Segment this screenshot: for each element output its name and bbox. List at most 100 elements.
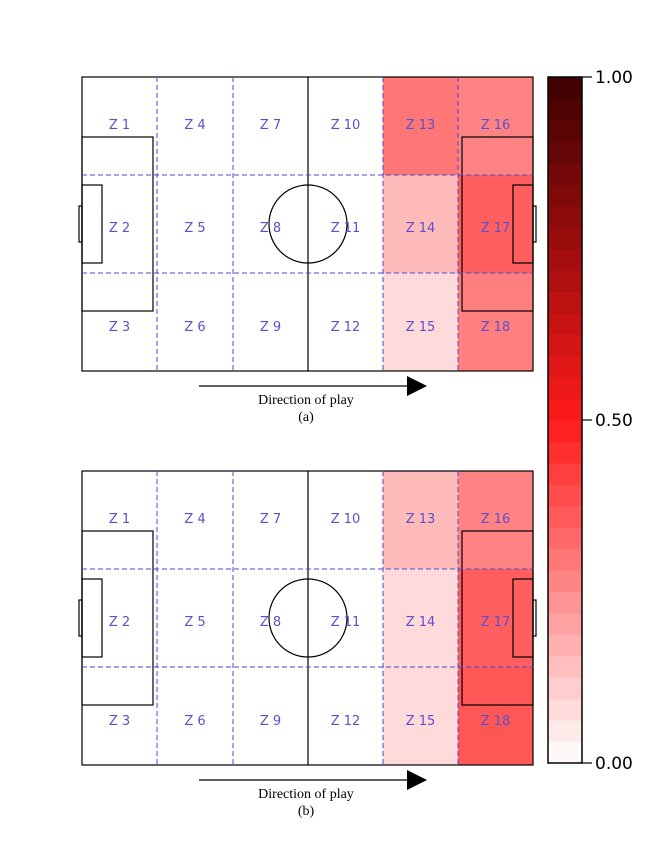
zone-cell-9 (233, 667, 308, 765)
colorbar-band (548, 505, 582, 528)
zone-label-7: Z 7 (260, 118, 281, 133)
colorbar-band (548, 162, 582, 185)
colorbar-band (548, 462, 582, 485)
zone-label-9: Z 9 (260, 320, 281, 335)
colorbar-band (548, 570, 582, 593)
zone-cell-1 (82, 471, 157, 569)
colorbar-band (548, 698, 582, 721)
colorbar-band (548, 312, 582, 335)
zone-label-10: Z 10 (331, 512, 361, 527)
colorbar-band (548, 634, 582, 657)
zone-cell-12 (308, 273, 383, 371)
panel-caption: (a) (298, 410, 314, 425)
zone-cell-17 (458, 569, 533, 667)
colorbar-band (548, 612, 582, 635)
zone-label-8: Z 8 (260, 615, 281, 630)
zone-cell-3 (82, 273, 157, 371)
right-goal (532, 599, 537, 637)
colorbar-band (548, 484, 582, 507)
colorbar-band (548, 591, 582, 614)
zone-label-1: Z 1 (109, 512, 130, 527)
zone-label-16: Z 16 (481, 512, 511, 527)
zone-label-12: Z 12 (331, 714, 361, 729)
zone-label-4: Z 4 (184, 512, 205, 527)
zone-cell-4 (157, 471, 233, 569)
zone-label-7: Z 7 (260, 512, 281, 527)
zone-label-15: Z 15 (406, 320, 436, 335)
pitch-panel-b: Z 1 Z 2 Z 3 Z 4 Z 5 Z 6 Z 7 Z 8 Z 9 Z 10 Z 11 Z 12 Z… (78, 470, 537, 819)
colorbar-tick-label: 0.00 (595, 754, 633, 774)
zone-cell-4 (157, 77, 233, 175)
zone-label-5: Z 5 (184, 221, 205, 236)
colorbar-band (548, 677, 582, 700)
colorbar-band (548, 741, 582, 764)
zone-cell-10 (308, 77, 383, 175)
colorbar-band (548, 141, 582, 164)
zone-label-3: Z 3 (109, 714, 130, 729)
direction-label: Direction of play (258, 787, 354, 802)
left-goal (78, 205, 83, 243)
right-goal (532, 205, 537, 243)
zone-label-3: Z 3 (109, 320, 130, 335)
colorbar-band (548, 227, 582, 250)
zone-cell-6 (157, 667, 233, 765)
zone-label-10: Z 10 (331, 118, 361, 133)
colorbar-band (548, 291, 582, 314)
colorbar-band (548, 720, 582, 743)
left-goal (78, 599, 83, 637)
zone-cell-9 (233, 273, 308, 371)
colorbar-band (548, 119, 582, 142)
zone-label-16: Z 16 (481, 118, 511, 133)
zone-label-17: Z 17 (481, 221, 511, 236)
zone-label-14: Z 14 (406, 221, 436, 236)
zone-cell-18 (458, 273, 533, 371)
colorbar-band (548, 269, 582, 292)
colorbar-tick-label: 1.00 (595, 68, 633, 88)
zone-cell-5 (157, 175, 233, 273)
colorbar-tick-label: 0.50 (595, 411, 633, 431)
zone-cell-10 (308, 471, 383, 569)
zone-label-6: Z 6 (184, 714, 205, 729)
zone-cell-15 (383, 667, 458, 765)
zone-label-2: Z 2 (109, 221, 130, 236)
zone-label-11: Z 11 (331, 615, 361, 630)
direction-arrowhead (407, 376, 427, 396)
zone-cell-14 (383, 569, 458, 667)
zone-label-18: Z 18 (481, 714, 511, 729)
colorbar-band (548, 77, 582, 100)
zone-cell-2 (82, 569, 157, 667)
colorbar-band (548, 355, 582, 378)
zone-label-8: Z 8 (260, 221, 281, 236)
zone-label-15: Z 15 (406, 714, 436, 729)
zone-cell-15 (383, 273, 458, 371)
zone-cell-17 (458, 175, 533, 273)
zone-cell-3 (82, 667, 157, 765)
zone-cell-11 (308, 569, 383, 667)
zone-label-18: Z 18 (481, 320, 511, 335)
colorbar: 1.00 0.50 0.00 (547, 68, 633, 774)
pitch-panel-a: Z 1 Z 2 Z 3 Z 4 Z 5 Z 6 Z 7 Z 8 Z 9 Z 10 Z 11 Z 12 Z… (78, 76, 537, 425)
zone-cell-16 (458, 77, 533, 175)
zone-label-2: Z 2 (109, 615, 130, 630)
zone-label-1: Z 1 (109, 118, 130, 133)
zone-label-14: Z 14 (406, 615, 436, 630)
colorbar-band (548, 248, 582, 271)
zone-label-17: Z 17 (481, 615, 511, 630)
zone-label-5: Z 5 (184, 615, 205, 630)
colorbar-band (548, 184, 582, 207)
zone-cell-6 (157, 273, 233, 371)
zone-label-12: Z 12 (331, 320, 361, 335)
zone-cell-7 (233, 471, 308, 569)
zone-cell-8 (233, 175, 308, 273)
colorbar-band (548, 205, 582, 228)
zone-cell-18 (458, 667, 533, 765)
zone-cell-2 (82, 175, 157, 273)
zone-cell-13 (383, 77, 458, 175)
zone-cell-11 (308, 175, 383, 273)
zone-label-13: Z 13 (406, 118, 436, 133)
center-circle (268, 578, 348, 658)
zone-label-11: Z 11 (331, 221, 361, 236)
colorbar-band (548, 98, 582, 121)
zone-cell-16 (458, 471, 533, 569)
